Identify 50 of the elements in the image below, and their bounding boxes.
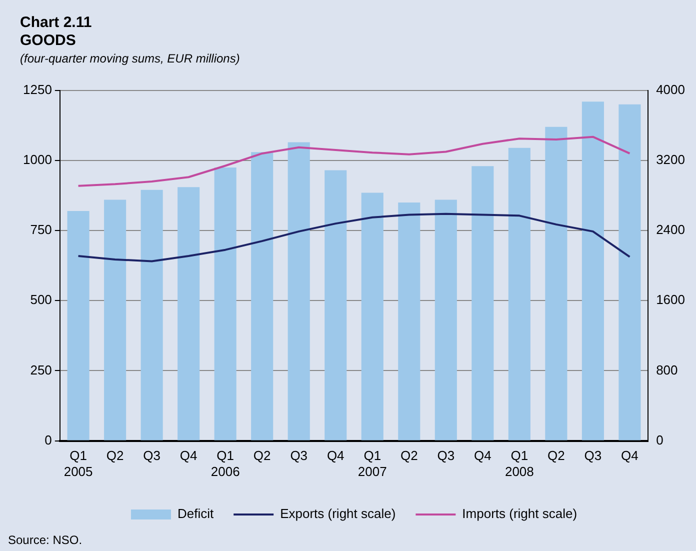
x-tick-label: Q3: [437, 448, 455, 464]
x-tick-label: Q1 2007: [358, 448, 387, 479]
bar: [508, 148, 530, 440]
y2-tick-label: 800: [656, 362, 678, 378]
y-tick-label: 500: [30, 292, 52, 308]
y2-tick-label: 4000: [656, 82, 685, 97]
x-tick-label: Q4: [180, 448, 198, 464]
bar: [178, 187, 200, 440]
bar: [361, 192, 384, 440]
bar: [67, 210, 90, 440]
bar: [582, 102, 604, 440]
source-note: Source: NSO.: [8, 533, 82, 547]
chart-title: Chart 2.11 GOODS: [20, 14, 92, 50]
x-tick-label: Q1 2006: [210, 448, 240, 479]
x-tick-label: Q2: [400, 448, 418, 464]
legend-label: Deficit: [177, 506, 214, 522]
y-tick-label: 250: [30, 362, 52, 378]
y2-tick-label: 0: [656, 432, 664, 448]
x-tick-label: Q3: [143, 448, 160, 464]
x-tick-label: Q3: [584, 448, 602, 464]
y-tick-label: 0: [44, 432, 52, 448]
x-tick-label: Q4: [326, 448, 344, 464]
chart-subtitle: (four-quarter moving sums, EUR millions): [20, 52, 240, 66]
bar: [140, 190, 163, 440]
y-tick-label: 750: [30, 222, 52, 238]
y-tick-label: 1250: [23, 82, 52, 97]
x-tick-label: Q1 2005: [64, 448, 93, 479]
bar: [288, 142, 310, 440]
x-tick-label: Q4: [474, 448, 492, 464]
x-tick-label: Q1 2008: [504, 448, 534, 479]
y-tick-label: 1000: [23, 152, 52, 168]
legend-label: Exports (right scale): [280, 506, 396, 522]
x-tick-label: Q2: [253, 448, 271, 464]
x-tick-label: Q2: [106, 448, 124, 464]
bar: [214, 167, 236, 440]
bar: [472, 166, 494, 440]
y2-tick-label: 2400: [656, 222, 685, 238]
x-tick-label: Q2: [548, 448, 565, 464]
bar: [618, 104, 641, 440]
bar: [545, 126, 568, 440]
y2-tick-label: 1600: [656, 292, 685, 308]
bar: [398, 202, 420, 440]
bar: [434, 200, 457, 440]
bar: [104, 200, 126, 440]
legend-label: Imports (right scale): [462, 506, 578, 522]
x-tick-label: Q3: [290, 448, 308, 464]
bar: [324, 170, 347, 440]
bar: [251, 152, 274, 440]
y2-tick-label: 3200: [656, 152, 685, 168]
x-tick-label: Q4: [621, 448, 638, 464]
